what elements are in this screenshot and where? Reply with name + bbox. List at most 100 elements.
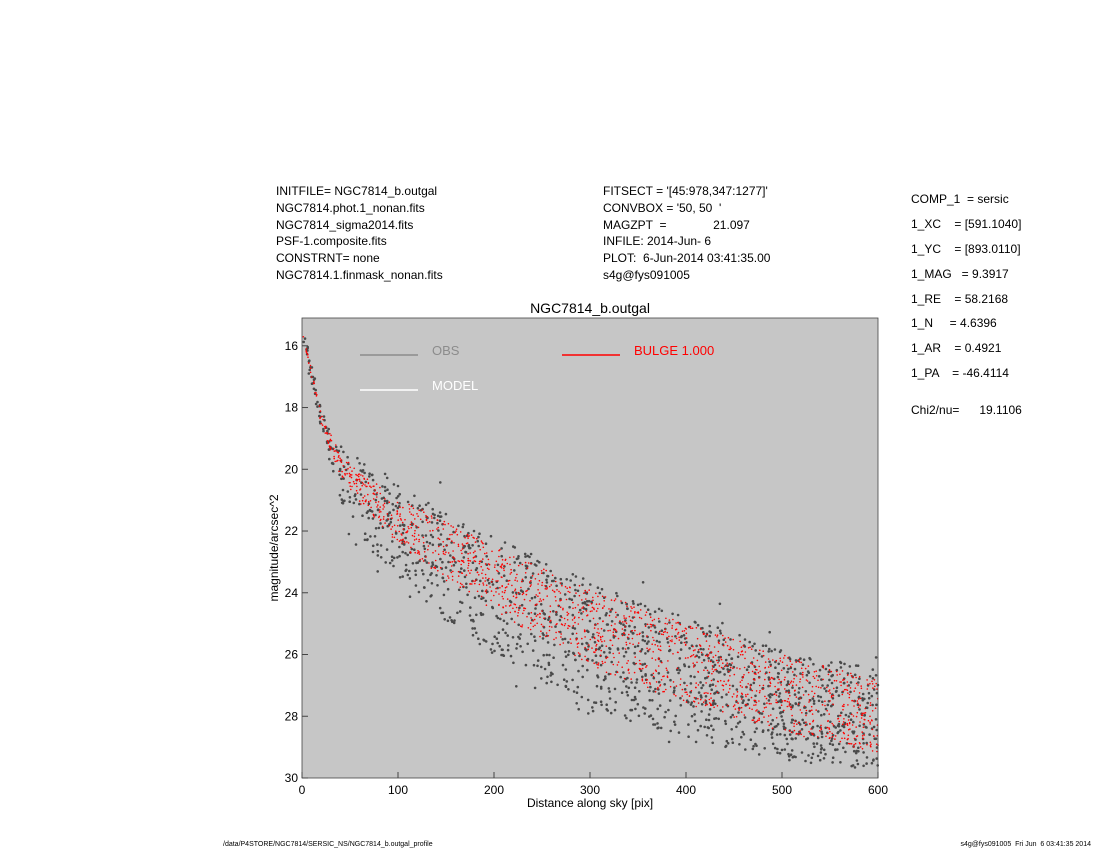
data-point [695,644,698,648]
data-point [624,620,626,623]
y-tick-label: 16 [285,339,299,353]
data-point [614,635,617,637]
data-point [832,694,835,697]
data-point [805,738,808,741]
data-point [594,624,596,626]
data-point [338,455,340,457]
data-point [802,721,806,725]
data-point [722,710,724,713]
data-point [379,506,382,508]
data-point [803,705,806,707]
data-point [702,701,705,703]
data-point [872,735,875,737]
data-point [627,646,630,650]
data-point [408,595,412,598]
data-point [520,625,522,627]
data-point [439,557,442,561]
data-point [502,574,506,577]
data-point [530,632,533,636]
data-point [768,695,772,699]
data-point [515,577,517,579]
data-point [822,713,826,716]
data-point [450,525,452,527]
data-point [767,650,770,653]
data-point [725,693,728,696]
data-point [798,721,801,724]
data-point [441,611,445,615]
data-point [502,598,505,600]
data-point [633,695,637,699]
data-point [559,577,563,581]
data-point [633,606,635,608]
data-point [546,641,550,644]
data-point [657,665,660,667]
data-point [425,514,427,517]
data-point [777,682,779,684]
data-point [713,706,715,709]
data-point [329,446,331,449]
data-point [744,657,746,660]
data-point [819,695,823,699]
data-point [790,749,794,752]
data-point [631,600,635,603]
data-point [428,562,430,564]
data-point [407,542,410,544]
data-point [774,690,778,694]
data-point [562,608,564,611]
data-point [390,555,394,558]
data-point [361,469,365,472]
data-point [708,634,711,638]
data-point [687,665,691,669]
data-point [584,655,586,658]
data-point [635,678,639,681]
data-point [827,670,831,674]
data-point [683,641,686,644]
data-point [816,724,819,728]
data-point [352,501,356,505]
data-point [601,595,604,598]
data-point [813,692,816,695]
data-point [727,704,729,707]
data-point [497,580,499,582]
data-point [504,589,507,592]
data-point [779,711,783,714]
data-point [501,563,504,565]
data-point [822,757,826,760]
data-point [691,654,693,657]
data-point [778,678,780,681]
data-point [342,476,344,479]
data-point [786,664,788,667]
data-point [443,618,447,621]
data-point [484,640,488,643]
data-point [592,633,595,636]
data-point [553,643,556,647]
data-point [421,509,423,511]
data-point [659,645,662,647]
data-point [786,742,789,746]
data-point [372,498,375,500]
data-point [791,684,794,687]
data-point [573,617,576,620]
x-tick-label: 600 [868,783,888,797]
data-point [373,485,375,488]
data-point [380,518,382,521]
header-line: NGC7814.phot.1_nonan.fits [276,200,425,215]
data-point [765,697,768,700]
data-point [602,678,606,682]
data-point [869,741,872,744]
data-point [865,762,868,765]
data-point [692,654,695,656]
data-point [564,585,567,588]
data-point [396,506,400,510]
data-point [826,709,828,712]
data-point [812,702,816,705]
data-point [550,680,553,684]
data-point [652,651,654,653]
data-point [770,733,773,736]
data-point [794,689,796,692]
data-point [762,654,765,657]
data-point [600,649,602,652]
data-point [712,700,714,702]
data-point [509,654,513,658]
data-point [731,696,734,698]
